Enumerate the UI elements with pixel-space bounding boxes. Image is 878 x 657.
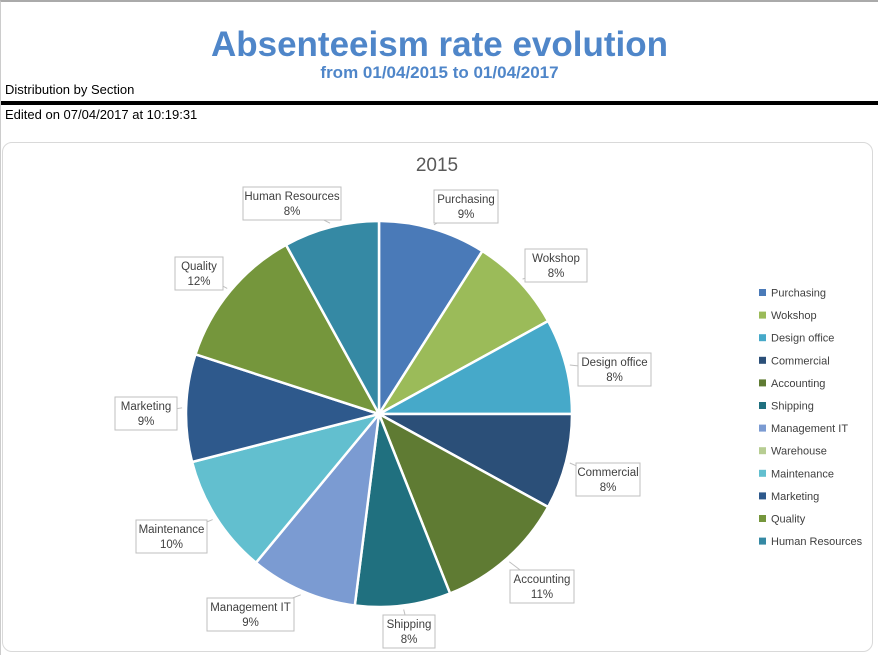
callout-label-maintenance: Maintenance <box>139 524 205 536</box>
legend-item-maintenance[interactable]: Maintenance <box>759 468 834 480</box>
legend-swatch-marketing <box>759 492 766 500</box>
callout-leader-marketing <box>176 407 183 410</box>
legend-item-purchasing[interactable]: Purchasing <box>759 288 826 300</box>
legend-label-purchasing: Purchasing <box>771 288 826 300</box>
callout-leader-maintenance <box>206 519 213 523</box>
legend-item-accounting[interactable]: Accounting <box>759 378 825 390</box>
legend-swatch-maintenance <box>759 469 766 477</box>
callout-value-maintenance: 10% <box>160 539 183 551</box>
legend-swatch-design-office <box>759 334 766 342</box>
legend-swatch-management-it <box>759 424 766 432</box>
legend-label-warehouse: Warehouse <box>771 446 827 458</box>
legend-swatch-warehouse <box>759 447 766 455</box>
legend-item-commercial[interactable]: Commercial <box>759 355 830 367</box>
legend-item-human-resources[interactable]: Human Resources <box>759 536 863 548</box>
pie-slice-quality[interactable] <box>194 243 381 416</box>
pie-slice-human-resources[interactable] <box>284 219 381 416</box>
pie-slice-marketing[interactable] <box>184 353 381 464</box>
callout-leader-design-office <box>569 364 579 367</box>
callout-value-quality: 12% <box>187 276 210 288</box>
callout-value-wokshop: 8% <box>548 268 565 280</box>
callout-value-design-office: 8% <box>606 372 623 384</box>
chart-title: 2015 <box>416 155 458 176</box>
callout-value-shipping: 8% <box>401 634 418 646</box>
legend-item-shipping[interactable]: Shipping <box>759 401 814 413</box>
legend-swatch-quality <box>759 515 766 522</box>
legend-swatch-commercial <box>759 356 766 364</box>
callout-label-management-it: Management IT <box>210 602 291 614</box>
callout-box-purchasing[interactable] <box>433 189 499 224</box>
legend-swatch-accounting <box>759 379 766 387</box>
pie-chart-svg: 2015 Purchasing 9% Wokshop 8% Design office 8%… <box>114 155 863 649</box>
callout-label-commercial: Commercial <box>577 467 638 479</box>
callout-value-commercial: 8% <box>600 482 617 494</box>
pie-slice-management-it[interactable] <box>254 412 381 607</box>
callout-label-design-office: Design office <box>581 357 647 369</box>
callout-leader-human-resources <box>323 219 331 224</box>
callout-box-quality[interactable] <box>174 256 224 291</box>
legend-label-marketing: Marketing <box>771 491 819 503</box>
legend-label-commercial: Commercial <box>771 355 830 367</box>
callout-box-marketing[interactable] <box>114 396 178 431</box>
legend-label-accounting: Accounting <box>771 378 825 390</box>
callout-label-human-resources: Human Resources <box>244 191 339 203</box>
pie-slice-commercial[interactable] <box>377 412 574 509</box>
callout-label-accounting: Accounting <box>514 574 571 586</box>
callout-label-shipping: Shipping <box>387 619 432 631</box>
callout-value-accounting: 11% <box>531 589 553 601</box>
callout-leader-shipping <box>403 609 406 616</box>
pie-slice-purchasing[interactable] <box>377 219 484 416</box>
legend-item-wokshop[interactable]: Wokshop <box>759 310 817 322</box>
legend-label-quality: Quality <box>771 514 806 526</box>
legend-swatch-purchasing <box>759 289 766 296</box>
legend-item-marketing[interactable]: Marketing <box>759 491 819 503</box>
page-subtitle: from 01/04/2015 to 01/04/2017 <box>320 63 559 82</box>
divider-line <box>1 101 878 105</box>
callout-box-management-it[interactable] <box>206 597 295 632</box>
callout-box-commercial[interactable] <box>575 462 641 497</box>
callout-leader-quality <box>222 285 228 289</box>
callout-value-human-resources: 8% <box>284 206 301 218</box>
legend-item-warehouse[interactable]: Warehouse <box>759 446 827 458</box>
legend-item-management-it[interactable]: Management IT <box>759 423 848 435</box>
legend-label-design-office: Design office <box>771 333 834 345</box>
callout-value-management-it: 9% <box>242 617 259 629</box>
callout-leader-management-it <box>292 594 301 599</box>
callout-value-purchasing: 9% <box>458 209 475 221</box>
callout-box-wokshop[interactable] <box>524 248 588 283</box>
callout-value-marketing: 9% <box>138 416 155 428</box>
pie-slice-shipping[interactable] <box>353 412 452 609</box>
callout-label-wokshop: Wokshop <box>532 253 580 265</box>
page-title: Absenteeism rate evolution <box>210 25 669 64</box>
legend-item-quality[interactable]: Quality <box>759 514 806 526</box>
pie-slice-accounting[interactable] <box>377 412 550 595</box>
legend-swatch-wokshop <box>759 311 766 319</box>
legend-label-wokshop: Wokshop <box>771 310 817 322</box>
legend-label-maintenance: Maintenance <box>771 468 834 480</box>
edited-timestamp: Edited on 07/04/2017 at 10:19:31 <box>5 107 198 122</box>
legend-label-shipping: Shipping <box>771 401 814 413</box>
callout-leader-accounting <box>508 561 521 571</box>
legend-label-human-resources: Human Resources <box>771 536 863 548</box>
callout-box-human-resources[interactable] <box>242 186 342 221</box>
callout-box-shipping[interactable] <box>382 614 436 649</box>
callout-box-design-office[interactable] <box>577 352 652 387</box>
pie-slice-wokshop[interactable] <box>377 249 550 416</box>
callout-box-accounting[interactable] <box>509 569 575 604</box>
callout-label-marketing: Marketing <box>121 401 172 413</box>
pie-slice-design-office[interactable] <box>377 319 574 416</box>
callout-label-purchasing: Purchasing <box>437 194 495 206</box>
legend-swatch-shipping <box>759 402 766 409</box>
legend-item-design-office[interactable]: Design office <box>759 333 834 345</box>
legend-swatch-human-resources <box>759 537 766 545</box>
callout-label-quality: Quality <box>181 261 217 273</box>
legend-label-management-it: Management IT <box>771 423 848 435</box>
section-label: Distribution by Section <box>5 82 135 97</box>
callout-leader-commercial <box>569 462 577 467</box>
callout-box-maintenance[interactable] <box>135 519 208 554</box>
